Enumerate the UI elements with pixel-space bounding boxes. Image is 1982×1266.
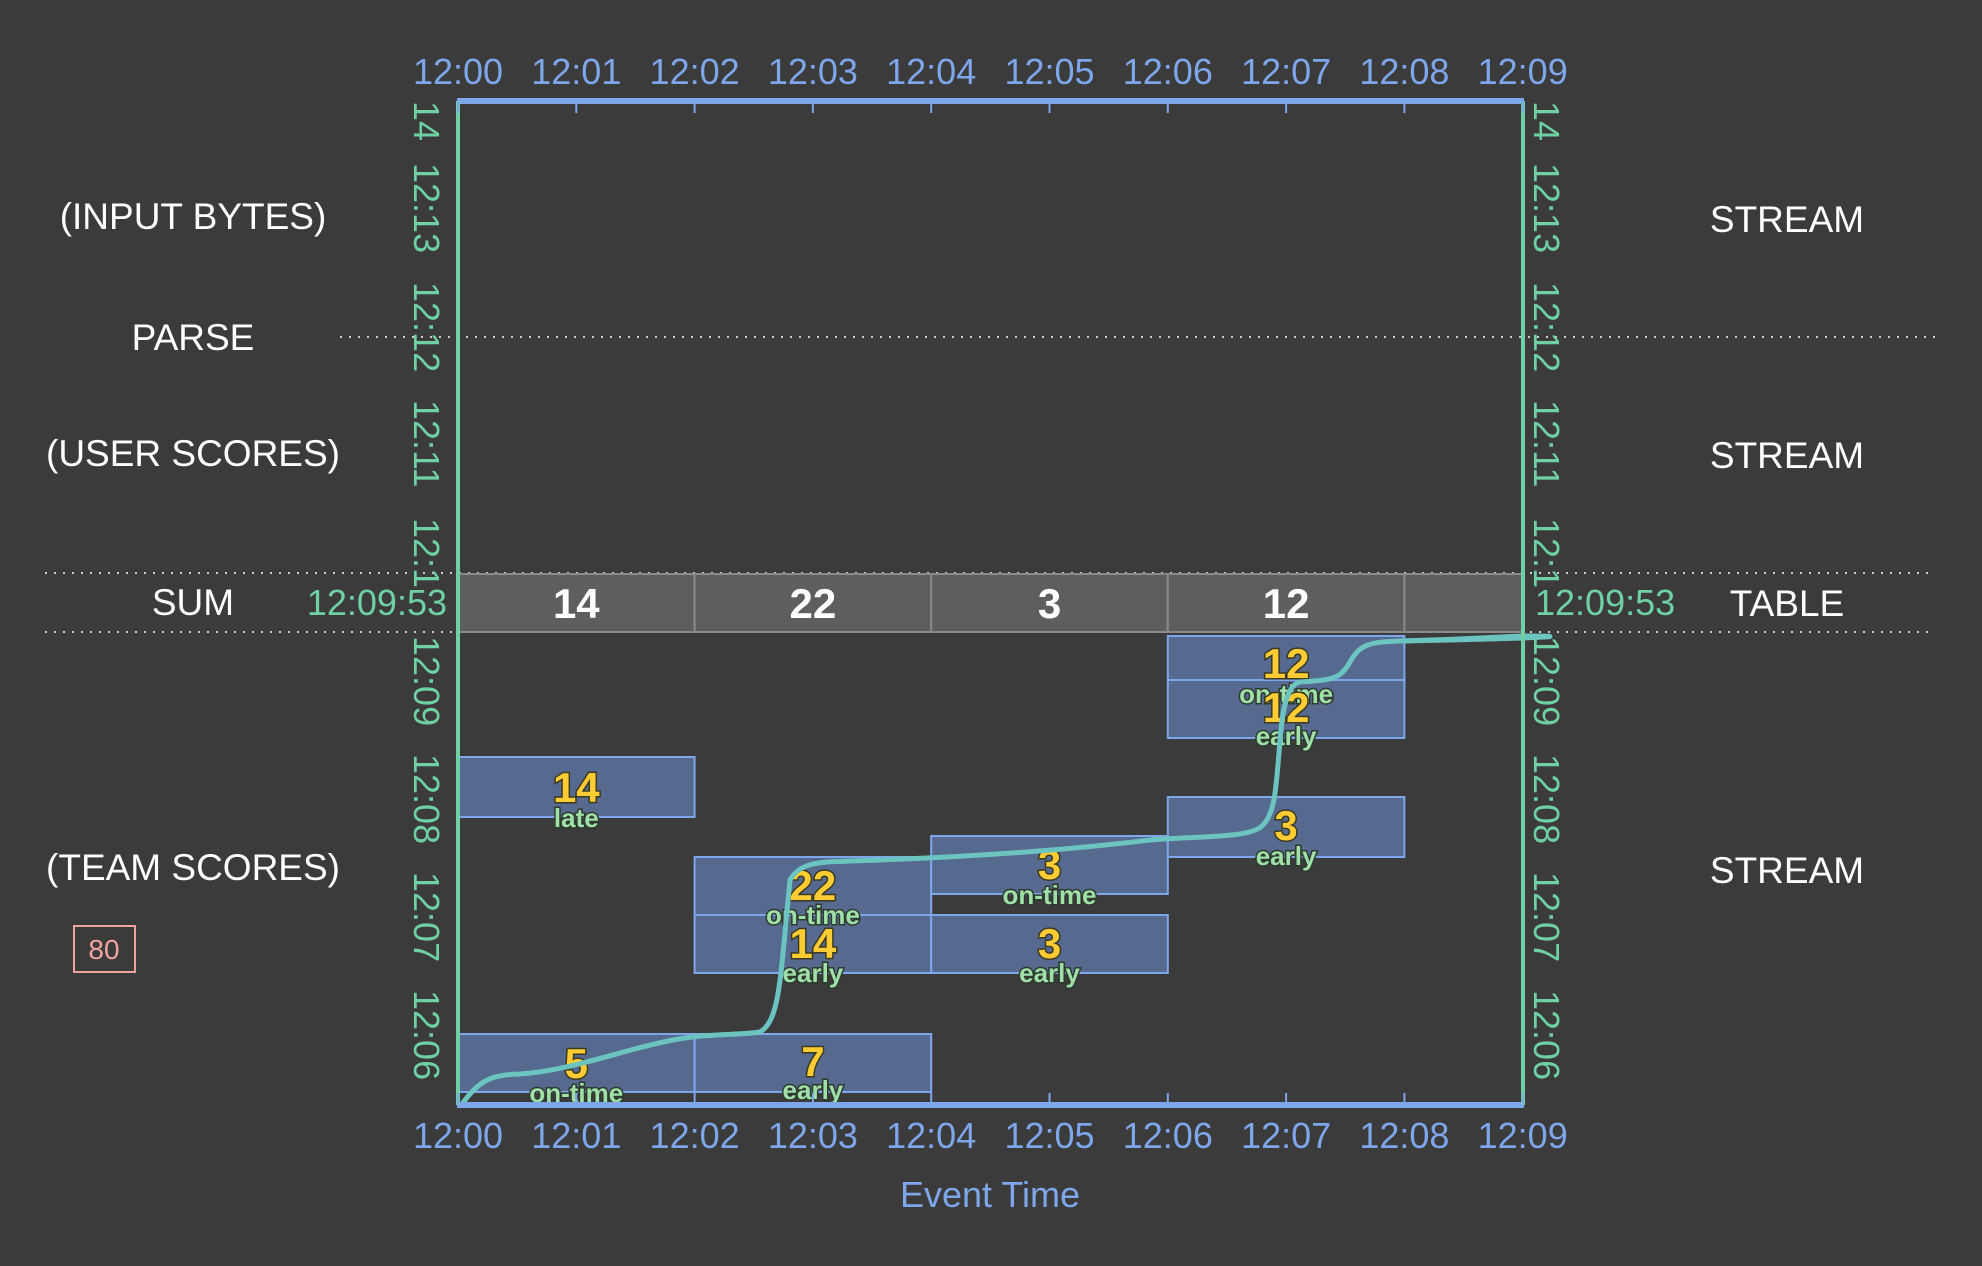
bottom-tick-label: 12:07: [1241, 1115, 1331, 1156]
sum-cell: [457, 573, 696, 633]
processing-tick-label: 12:13: [1526, 163, 1567, 253]
processing-tick-label: 14: [1526, 101, 1567, 141]
top-tick-label: 12:03: [768, 51, 858, 92]
label-table: TABLE: [1730, 583, 1844, 624]
processing-tick-label: 12:11: [1526, 400, 1567, 487]
bottom-tick-label: 12:06: [1123, 1115, 1213, 1156]
processing-tick-label: 12:12: [406, 282, 447, 372]
label-stream-team: STREAM: [1710, 850, 1864, 891]
top-tick-label: 12:06: [1123, 51, 1213, 92]
x-axis-title: Event Time: [900, 1174, 1080, 1215]
pane-label: on-time: [766, 900, 860, 930]
watermark-curve-tail: [1397, 633, 1525, 644]
top-tick-label: 12:09: [1478, 51, 1568, 92]
processing-tick-label: 12:13: [406, 163, 447, 253]
label-stream-user: STREAM: [1710, 435, 1864, 476]
top-tick-label: 12:05: [1004, 51, 1094, 92]
sum-row: 14 22 3 12: [457, 573, 1524, 633]
sum-value: 3: [1038, 580, 1061, 627]
label-sum: SUM: [152, 582, 234, 623]
processing-tick-label: 14: [406, 101, 447, 141]
label-team-scores: (TEAM SCORES): [46, 847, 340, 888]
top-tick-label: 12:01: [531, 51, 621, 92]
watermark-curve: [459, 633, 1553, 1107]
processing-tick-label: 12:09: [1526, 636, 1567, 726]
bottom-tick-label: 12:01: [531, 1115, 621, 1156]
watermark-time-right: 12:09:53: [1535, 582, 1675, 623]
pane-rect: [693, 856, 933, 916]
label-parse: PARSE: [132, 317, 255, 358]
processing-tick-label: 12:12: [1526, 282, 1567, 372]
pane-rect: [930, 914, 1169, 974]
pane-rect: [1166, 796, 1406, 858]
pane-rect: [693, 1033, 933, 1093]
sum-value: 22: [790, 580, 837, 627]
pane-label: on-time: [1003, 880, 1097, 910]
pane-value: 3: [1038, 920, 1061, 967]
pane-group: 14late5on-time7early22on-time14early3on-…: [457, 635, 1406, 1110]
sum-cell: [1403, 573, 1524, 633]
processing-tick-label: 12:11: [406, 400, 447, 487]
event-axis-ticks: 12:00 12:01 12:02 12:03 12:04 12:05 12:06 12:07…: [413, 51, 1568, 1156]
bottom-tick-label: 12:09: [1478, 1115, 1568, 1156]
bottom-tick-label: 12:05: [1004, 1115, 1094, 1156]
pane-value: 12: [1263, 640, 1310, 687]
badge-box: [73, 925, 136, 973]
processing-tick-label: 12:07: [1526, 872, 1567, 962]
processing-tick-label: 12:07: [406, 872, 447, 962]
pane-value: 14: [553, 764, 600, 811]
bottom-tick-label: 12:04: [886, 1115, 976, 1156]
pane-label: early: [1256, 841, 1317, 871]
sum-value: 14: [553, 580, 600, 627]
label-stream-input: STREAM: [1710, 199, 1864, 240]
processing-tick-label: 12:1: [1526, 518, 1567, 588]
sum-cell: [693, 573, 933, 633]
bottom-tick-label: 12:08: [1359, 1115, 1449, 1156]
watermark-time-left: 12:09:53: [307, 582, 447, 623]
top-tick-label: 12:00: [413, 51, 503, 92]
sum-cell: [1166, 573, 1406, 633]
top-tick-label: 12:02: [650, 51, 740, 92]
top-tick-label: 12:08: [1359, 51, 1449, 92]
pane-value: 3: [1274, 802, 1297, 849]
pane-value: 14: [790, 920, 837, 967]
label-input-bytes: (INPUT BYTES): [60, 196, 327, 237]
processing-tick-label: 12:08: [406, 754, 447, 844]
bottom-tick-label: 12:03: [768, 1115, 858, 1156]
pane-label: early: [783, 958, 844, 988]
processing-tick-label: 12:09: [406, 636, 447, 726]
processing-tick-label: 12:08: [1526, 754, 1567, 844]
badge: 80: [88, 934, 119, 965]
sum-value: 12: [1263, 580, 1310, 627]
sum-cell: [930, 573, 1169, 633]
pane-label: early: [1019, 958, 1080, 988]
top-tick-label: 12:04: [886, 51, 976, 92]
bottom-tick-label: 12:02: [650, 1115, 740, 1156]
label-user-scores: (USER SCORES): [46, 433, 340, 474]
processing-tick-label: 12:1: [406, 518, 447, 588]
pane-value: 7: [801, 1038, 824, 1085]
processing-tick-label: 12:06: [406, 990, 447, 1080]
pane-label: late: [554, 803, 599, 833]
pane-label: early: [1256, 721, 1317, 751]
bottom-tick-label: 12:00: [413, 1115, 503, 1156]
top-tick-label: 12:07: [1241, 51, 1331, 92]
processing-tick-label: 12:06: [1526, 990, 1567, 1080]
pane-rect: [1166, 679, 1406, 739]
pane-rect: [930, 835, 1169, 895]
